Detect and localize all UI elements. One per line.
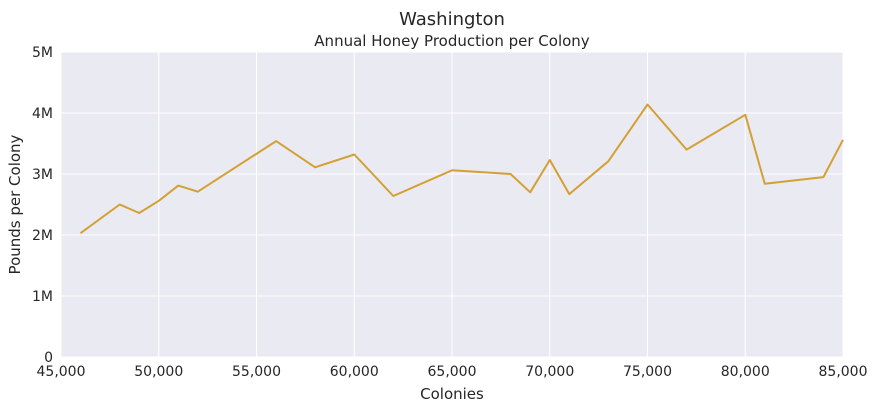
- x-tick-label: 45,000: [37, 364, 86, 380]
- y-axis-label: Pounds per Colony: [6, 134, 24, 274]
- y-axis-ticks: 0 1M 2M 3M 4M 5M: [32, 45, 53, 366]
- x-tick-label: 85,000: [819, 364, 868, 380]
- x-tick-label: 65,000: [428, 364, 477, 380]
- x-axis-label: Colonies: [420, 385, 484, 403]
- y-tick-label: 2M: [32, 228, 53, 244]
- series-line: [79, 103, 844, 235]
- y-tick-label: 1M: [32, 289, 53, 305]
- chart-subtitle: Annual Honey Production per Colony: [314, 32, 590, 50]
- chart-title: Washington: [399, 9, 505, 30]
- y-tick-label: 3M: [32, 167, 53, 183]
- x-gridlines: [60, 52, 844, 357]
- y-tick-label: 4M: [32, 106, 53, 122]
- series-group: [79, 103, 844, 235]
- x-tick-label: 55,000: [232, 364, 281, 380]
- x-tick-label: 75,000: [623, 364, 672, 380]
- x-tick-label: 80,000: [721, 364, 770, 380]
- x-axis-ticks: 45,000 50,000 55,000 60,000 65,000 70,000 75,0…: [37, 364, 868, 380]
- x-tick-label: 50,000: [134, 364, 183, 380]
- x-tick-label: 60,000: [330, 364, 379, 380]
- y-tick-label: 5M: [32, 45, 53, 61]
- x-tick-label: 70,000: [525, 364, 574, 380]
- y-tick-label: 0: [44, 350, 53, 366]
- y-gridlines: [61, 51, 843, 358]
